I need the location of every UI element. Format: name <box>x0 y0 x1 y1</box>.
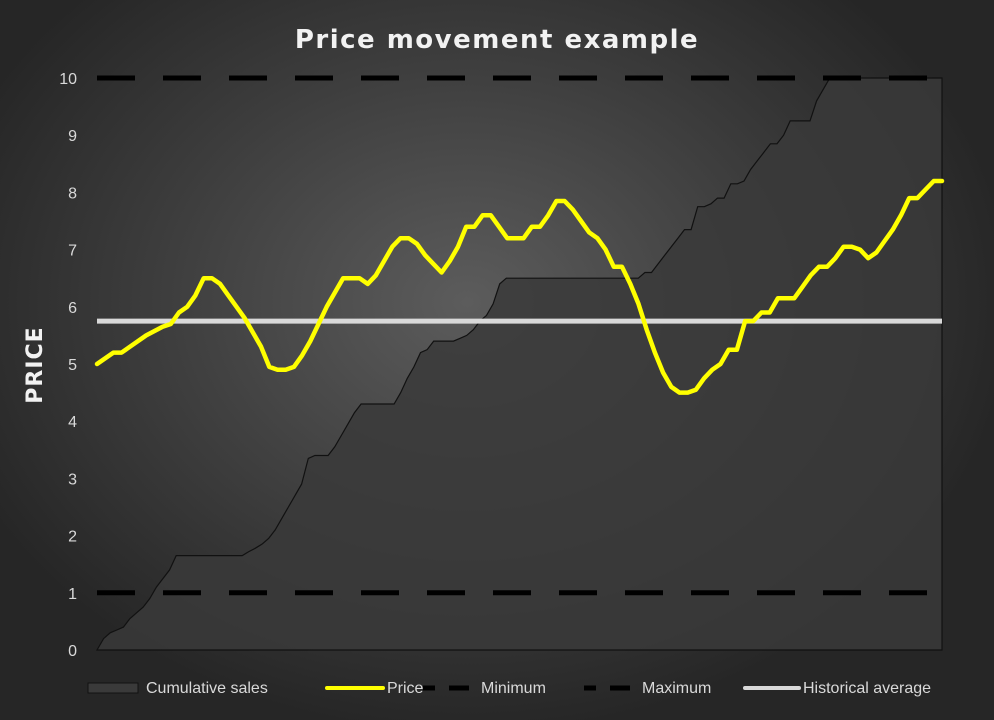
legend-label-cumulative-sales: Cumulative sales <box>146 680 268 697</box>
legend-label-price: Price <box>387 680 424 697</box>
y-tick-label: 0 <box>68 643 77 660</box>
y-tick-label: 3 <box>68 471 77 488</box>
legend: Cumulative sales Price Minimum Maximum Histo… <box>87 680 931 697</box>
y-tick-label: 9 <box>68 128 77 145</box>
y-tick-label: 4 <box>68 414 77 431</box>
legend-swatch-cumulative-sales <box>87 682 139 694</box>
legend-label-minimum: Minimum <box>481 680 546 697</box>
chart-title: Price movement example <box>295 25 699 55</box>
y-tick-label: 10 <box>59 71 77 88</box>
y-tick-label: 8 <box>68 185 77 202</box>
cumulative-sales-area <box>95 77 943 651</box>
y-tick-label: 5 <box>68 357 77 374</box>
y-tick-label: 7 <box>68 243 77 260</box>
price-line <box>94 178 945 395</box>
y-tick-label: 6 <box>68 300 77 317</box>
y-tick-label: 2 <box>68 529 77 546</box>
y-tick-label: 1 <box>68 586 77 603</box>
y-axis-ticks: 0 1 2 3 4 5 6 7 8 9 10 <box>59 71 77 660</box>
legend-label-maximum: Maximum <box>642 680 711 697</box>
legend-label-historical-average: Historical average <box>803 680 931 697</box>
plot-area <box>94 75 945 651</box>
y-axis-label: PRICE <box>23 326 48 403</box>
